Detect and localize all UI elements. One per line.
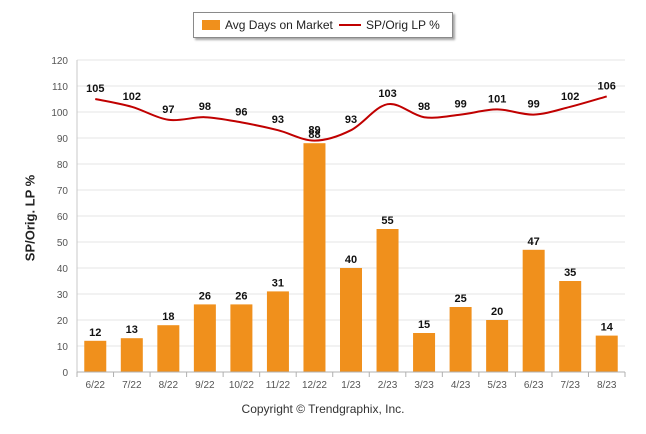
x-tick-label: 7/22 xyxy=(122,380,142,391)
y-axis-title: SP/Orig. LP % xyxy=(22,174,38,262)
line-value-label: 101 xyxy=(488,93,506,105)
y-tick-label: 60 xyxy=(57,212,69,223)
bar-value-label: 31 xyxy=(272,277,284,289)
legend-bar-label: Avg Days on Market xyxy=(225,18,333,32)
line-value-label: 102 xyxy=(561,91,579,103)
line-value-label: 89 xyxy=(308,125,320,137)
line-value-label: 102 xyxy=(123,91,141,103)
line-value-label: 98 xyxy=(199,101,211,113)
x-tick-label: 7/23 xyxy=(560,380,580,391)
y-tick-label: 110 xyxy=(52,82,68,93)
bar xyxy=(193,304,216,372)
y-tick-label: 90 xyxy=(57,134,69,145)
bar xyxy=(595,335,618,372)
bar-value-label: 35 xyxy=(564,267,576,279)
line-value-label: 96 xyxy=(235,106,247,118)
y-tick-label: 30 xyxy=(57,290,69,301)
line-path xyxy=(95,95,608,142)
bar xyxy=(120,338,143,372)
y-tick-label: 0 xyxy=(62,368,68,379)
line-value-label: 99 xyxy=(454,99,466,111)
bar xyxy=(559,281,582,372)
bar-value-label: 55 xyxy=(381,215,393,227)
x-tick-label: 6/23 xyxy=(524,380,544,391)
bar-value-label: 47 xyxy=(528,236,540,248)
bar-value-label: 40 xyxy=(345,254,357,266)
x-tick-label: 4/23 xyxy=(451,380,471,391)
legend-item-line[interactable]: SP/Orig LP % xyxy=(339,13,440,37)
bar xyxy=(157,325,180,372)
line-value-label: 93 xyxy=(345,114,357,126)
bar-value-label: 88 xyxy=(308,129,320,141)
x-tick-label: 11/22 xyxy=(266,380,291,391)
y-tick-label: 80 xyxy=(57,160,69,171)
x-tick-label: 10/22 xyxy=(229,380,254,391)
x-tick-label: 2/23 xyxy=(378,380,398,391)
bar-value-label: 25 xyxy=(454,293,466,305)
bar xyxy=(376,229,399,372)
x-tick-label: 6/22 xyxy=(86,380,106,391)
bar xyxy=(230,304,253,372)
x-tick-label: 8/23 xyxy=(597,380,617,391)
line-value-label: 93 xyxy=(272,114,284,126)
y-tick-label: 40 xyxy=(57,264,69,275)
bar-value-label: 12 xyxy=(89,327,101,339)
x-tick-label: 12/22 xyxy=(302,380,327,391)
legend-item-bar[interactable]: Avg Days on Market xyxy=(202,13,333,37)
bar xyxy=(413,333,436,372)
bar xyxy=(84,340,107,372)
bar xyxy=(266,291,289,372)
y-tick-label: 50 xyxy=(57,238,69,249)
line-value-label: 97 xyxy=(162,104,174,116)
line-series xyxy=(95,95,608,142)
y-tick-label: 70 xyxy=(57,186,69,197)
line-value-label: 106 xyxy=(598,80,616,92)
bar xyxy=(340,268,362,372)
legend-bar-swatch xyxy=(202,20,220,30)
bar-value-label: 13 xyxy=(126,324,138,336)
line-value-label: 105 xyxy=(86,83,104,95)
bar-value-label: 26 xyxy=(235,290,247,302)
bar xyxy=(303,143,326,372)
copyright-text: Copyright © Trendgraphix, Inc. xyxy=(241,402,405,416)
bar-value-label: 14 xyxy=(601,322,614,334)
bar xyxy=(486,320,509,372)
x-tick-label: 3/23 xyxy=(414,380,434,391)
legend-line-label: SP/Orig LP % xyxy=(366,18,440,32)
bar xyxy=(522,249,545,372)
bar xyxy=(449,307,472,372)
y-axis: 0 10 20 30 40 50 60 70 80 90 100 110 120 xyxy=(51,56,78,379)
bar-value-label: 20 xyxy=(491,306,503,318)
bar-value-label: 18 xyxy=(162,311,174,323)
y-tick-label: 100 xyxy=(51,108,68,119)
y-tick-label: 10 xyxy=(57,342,69,353)
line-value-label: 99 xyxy=(528,99,540,111)
x-tick-label: 9/22 xyxy=(195,380,215,391)
x-tick-label: 1/23 xyxy=(341,380,361,391)
x-axis: 6/22 7/22 8/22 9/22 10/22 11/22 12/22 1/23 2/23 3… xyxy=(76,371,626,391)
y-tick-label: 120 xyxy=(51,56,68,67)
bar-series xyxy=(84,143,618,372)
x-tick-label: 5/23 xyxy=(487,380,507,391)
legend-line-swatch xyxy=(339,24,361,26)
legend: Avg Days on Market SP/Orig LP % xyxy=(193,12,453,38)
y-tick-label: 20 xyxy=(57,316,69,327)
bar-value-label: 26 xyxy=(199,290,211,302)
line-value-label: 98 xyxy=(418,101,430,113)
bar-value-label: 15 xyxy=(418,319,430,331)
data-labels: 12 13 18 26 26 31 88 40 55 15 25 20 47 35 14 105 102 97 98… xyxy=(86,80,616,338)
line-value-label: 103 xyxy=(378,88,396,100)
x-tick-label: 8/22 xyxy=(159,380,179,391)
